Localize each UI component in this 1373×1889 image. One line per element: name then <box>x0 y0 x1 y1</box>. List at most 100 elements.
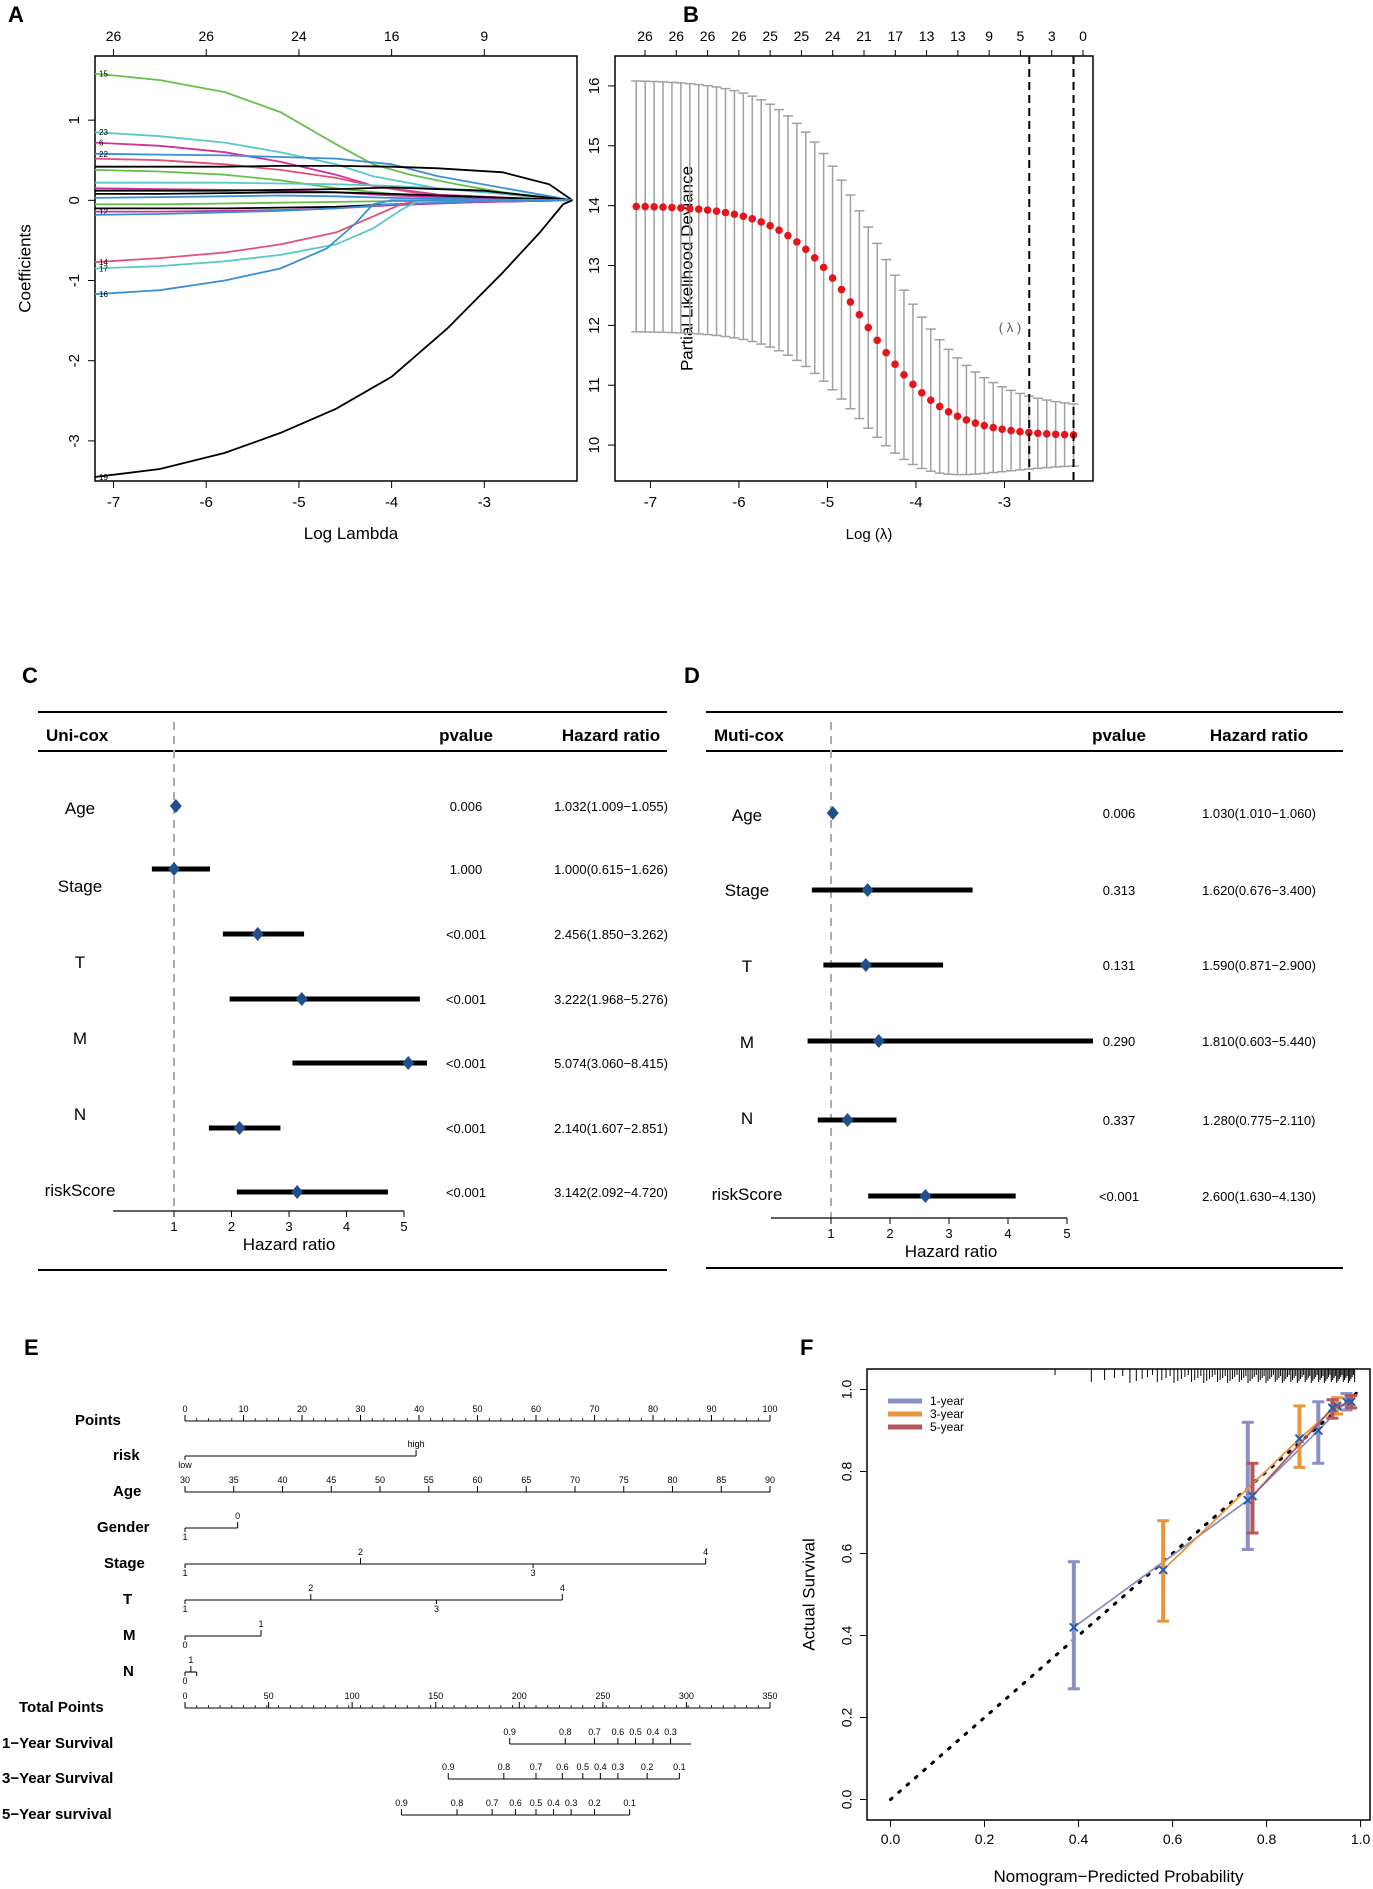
tick-label: 60 <box>472 1475 482 1485</box>
deviance-point <box>819 263 828 272</box>
deviance-point <box>632 202 641 211</box>
row-pvalue: 0.337 <box>1103 1113 1136 1128</box>
deviance-point <box>873 336 881 345</box>
scale-label: Age <box>113 1483 141 1500</box>
x-tick-label: 0.8 <box>1257 1831 1277 1847</box>
panel-letter-e: E <box>24 1335 39 1360</box>
deviance-point <box>810 253 819 262</box>
row-label: M <box>73 1029 87 1048</box>
tick-label: 0 <box>182 1404 187 1414</box>
deviance-point <box>739 212 748 221</box>
row-label: T <box>75 953 85 972</box>
coef-path <box>94 72 573 202</box>
top-tick-label: 24 <box>825 28 841 44</box>
tick-label: 0.6 <box>509 1798 522 1808</box>
tick-label: 85 <box>716 1475 726 1485</box>
row-label: Age <box>732 806 762 825</box>
y-tick-label: 0.2 <box>839 1708 855 1728</box>
tick-label: 100 <box>345 1691 360 1701</box>
y-tick-label: 14 <box>586 197 603 214</box>
observed-marker <box>1069 1622 1079 1633</box>
hr-tick-label: 1 <box>170 1219 177 1234</box>
observed-marker <box>1158 1565 1168 1575</box>
tick-label: 55 <box>424 1475 434 1485</box>
tick-label: 65 <box>521 1475 531 1485</box>
tick-label: 0.3 <box>612 1762 625 1772</box>
x-tick-label: -4 <box>385 494 398 511</box>
y-tick-label: 15 <box>586 137 603 154</box>
coef-path <box>94 199 573 270</box>
row-hr: 1.032(1.009−1.055) <box>554 799 668 814</box>
panel-b-cv-deviance: -7 -6 -5 -4 -3 16 15 14 13 12 11 10 26 26 26 26 25 25 24 21… <box>586 28 1094 543</box>
hr-diamond <box>872 1034 885 1048</box>
y-tick-label: -1 <box>66 274 83 287</box>
tick-label: 0.7 <box>486 1798 499 1808</box>
top-tick-label: 26 <box>106 28 122 44</box>
y-tick-label: 0.4 <box>839 1626 855 1646</box>
legend-label: 3-year <box>930 1407 964 1421</box>
y-tick-label: 13 <box>586 257 603 274</box>
deviance-point <box>953 412 962 421</box>
row-label: N <box>741 1109 753 1128</box>
tick-label: 3 <box>434 1604 439 1614</box>
top-tick-label: 26 <box>668 28 684 44</box>
row-label: riskScore <box>712 1185 783 1204</box>
top-tick-label: 13 <box>919 28 935 44</box>
tick-label: 0.2 <box>588 1798 601 1808</box>
observed-marker <box>1247 1491 1258 1501</box>
top-tick-label: 5 <box>1017 28 1025 44</box>
top-tick-label: 24 <box>291 28 307 44</box>
tick-label: 0 <box>182 1691 187 1701</box>
x-tick-label: -3 <box>478 494 491 511</box>
y-tick-label: 10 <box>586 437 603 454</box>
tick-label: 0.5 <box>530 1798 543 1808</box>
path-label: 19 <box>99 473 108 482</box>
deviance-point <box>659 203 667 211</box>
plot-frame <box>866 1368 1371 1821</box>
row-hr: 1.280(0.775−2.110) <box>1203 1113 1316 1128</box>
x-tick-label: 0.0 <box>881 1831 901 1847</box>
row-label: N <box>74 1105 86 1124</box>
row-label: Stage <box>58 877 102 896</box>
tick-label: 0.5 <box>629 1727 642 1737</box>
scale-label: T <box>123 1591 132 1608</box>
hr-tick-label: 1 <box>827 1226 834 1241</box>
hr-diamond <box>168 862 180 876</box>
y-tick-label: 12 <box>586 317 603 334</box>
row-pvalue: <0.001 <box>1099 1189 1139 1204</box>
y-tick-label: -2 <box>66 354 83 367</box>
tick-label: 300 <box>679 1691 694 1701</box>
deviance-point <box>918 389 926 397</box>
tick-label: 0 <box>182 1676 187 1686</box>
scale-label: Stage <box>104 1555 145 1572</box>
tick-label: 4 <box>560 1583 565 1593</box>
x-axis-label: Nomogram−Predicted Probability <box>994 1867 1244 1886</box>
row-hr: 1.620(0.676−3.400) <box>1202 883 1316 898</box>
row-hr: 3.142(2.092−4.720) <box>554 1185 668 1200</box>
y-tick-label: 0.6 <box>839 1544 855 1564</box>
coef-path <box>94 152 573 202</box>
panel-letter-d: D <box>684 663 700 688</box>
deviance-point <box>962 416 971 424</box>
deviance-point <box>730 210 739 219</box>
hr-tick-label: 3 <box>285 1219 292 1234</box>
hr-diamond <box>826 806 839 820</box>
hr-diamond <box>251 927 264 941</box>
scale-label: Total Points <box>19 1699 104 1716</box>
tick-label: 30 <box>180 1475 190 1485</box>
tick-label: 0.9 <box>442 1762 455 1772</box>
tick-label: 0.2 <box>641 1762 654 1772</box>
top-tick-label: 26 <box>198 28 214 44</box>
deviance-point <box>944 407 953 416</box>
path-label: 16 <box>99 290 108 299</box>
tick-label: 1 <box>188 1655 193 1665</box>
path-label: 12 <box>99 208 108 217</box>
scale-label: M <box>123 1627 136 1644</box>
deviance-point <box>1007 426 1015 435</box>
x-tick-label: -3 <box>998 494 1011 511</box>
tick-label: 80 <box>648 1404 658 1414</box>
hr-diamond <box>233 1121 246 1135</box>
row-hr: 2.456(1.850−3.262) <box>554 927 668 942</box>
hr-tick-label: 5 <box>1063 1226 1070 1241</box>
tick-label: 0 <box>182 1640 187 1650</box>
